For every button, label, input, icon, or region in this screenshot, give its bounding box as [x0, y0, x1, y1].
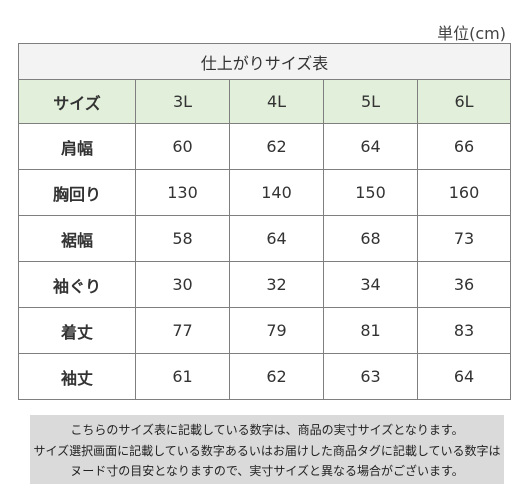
notice-line: サイズ選択画面に記載している数字あるいはお届けした商品タグに記載している数字は: [33, 443, 501, 458]
table-cell: 34: [323, 261, 418, 308]
table-cell: 140: [229, 169, 324, 216]
unit-label: 単位(cm): [437, 24, 506, 43]
row-label-sleeve: 袖丈: [18, 353, 136, 400]
row-label-hem: 裾幅: [18, 215, 136, 262]
table-row: 袖丈 61 62 63 64: [18, 353, 512, 400]
table-header-row: サイズ 3L 4L 5L 6L: [18, 79, 512, 124]
table-cell: 79: [229, 307, 324, 354]
table-cell: 83: [416, 307, 512, 354]
header-size-label: サイズ: [18, 79, 136, 124]
table-cell: 62: [229, 123, 324, 170]
notice-box: こちらのサイズ表に記載している数字は、商品の実寸サイズとなります。 サイズ選択画…: [30, 415, 504, 484]
size-table: 仕上がりサイズ表 サイズ 3L 4L 5L 6L 肩幅 60 62 64 66 …: [17, 43, 512, 400]
table-cell: 130: [135, 169, 230, 216]
table-cell: 61: [135, 353, 230, 400]
header-size-5l: 5L: [323, 79, 418, 124]
notice-line: こちらのサイズ表に記載している数字は、商品の実寸サイズとなります。: [70, 423, 464, 437]
table-cell: 68: [323, 215, 418, 262]
table-cell: 58: [135, 215, 230, 262]
table-title-row: 仕上がりサイズ表: [17, 43, 512, 80]
table-cell: 150: [323, 169, 418, 216]
row-label-shoulder: 肩幅: [18, 123, 136, 170]
table-cell: 60: [135, 123, 230, 170]
table-cell: 66: [416, 123, 512, 170]
table-cell: 81: [323, 307, 418, 354]
notice-line: ヌード寸の目安となりますので、実寸サイズと異なる場合がございます。: [70, 464, 464, 478]
row-label-armhole: 袖ぐり: [18, 261, 136, 308]
row-label-chest: 胸回り: [18, 169, 136, 216]
header-size-4l: 4L: [229, 79, 324, 124]
table-row: 着丈 77 79 81 83: [18, 307, 512, 354]
table-title: 仕上がりサイズ表: [17, 43, 512, 80]
table-cell: 160: [416, 169, 512, 216]
row-label-length: 着丈: [18, 307, 136, 354]
header-size-3l: 3L: [135, 79, 230, 124]
header-size-6l: 6L: [416, 79, 512, 124]
table-cell: 73: [416, 215, 512, 262]
table-cell: 64: [229, 215, 324, 262]
table-cell: 64: [323, 123, 418, 170]
table-cell: 64: [416, 353, 512, 400]
table-row: 胸回り 130 140 150 160: [18, 169, 512, 216]
table-row: 袖ぐり 30 32 34 36: [18, 261, 512, 308]
table-cell: 30: [135, 261, 230, 308]
table-row: 肩幅 60 62 64 66: [18, 123, 512, 170]
table-cell: 63: [323, 353, 418, 400]
table-cell: 62: [229, 353, 324, 400]
table-cell: 36: [416, 261, 512, 308]
table-cell: 32: [229, 261, 324, 308]
table-cell: 77: [135, 307, 230, 354]
table-row: 裾幅 58 64 68 73: [18, 215, 512, 262]
